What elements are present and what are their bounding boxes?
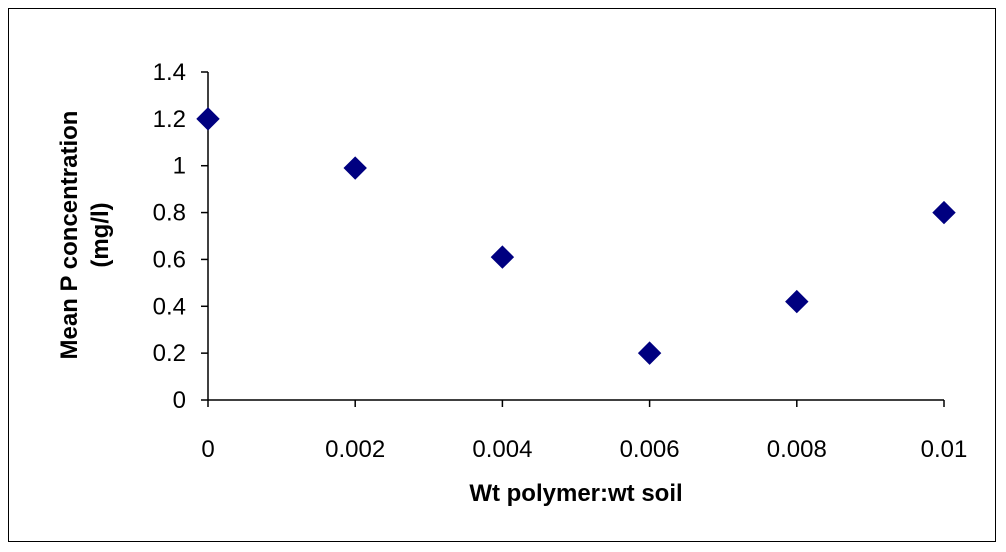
x-tick-labels: 0 0.002 0.004 0.006 0.008 0.01: [201, 436, 967, 463]
data-point: [343, 156, 367, 180]
y-tick-label: 0.8: [153, 200, 186, 227]
data-points: [196, 107, 956, 365]
x-tick-label: 0.004: [472, 436, 532, 463]
y-tick-label: 1.2: [153, 106, 186, 133]
y-tick-labels: 0 0.2 0.4 0.6 0.8 1 1.2 1.4: [153, 59, 186, 414]
y-axis-title-line-1: Mean P concentration: [56, 111, 83, 360]
y-tick-label: 0.6: [153, 246, 186, 273]
y-tick-label: 1: [173, 153, 186, 180]
x-tick-label: 0.008: [767, 436, 827, 463]
y-tick-label: 0.4: [153, 293, 186, 320]
y-tick-label: 1.4: [153, 59, 186, 86]
x-tick-label: 0.006: [620, 436, 680, 463]
y-axis-title-line-2: (mg/l): [87, 202, 114, 267]
chart-frame: [8, 8, 996, 542]
data-point: [785, 289, 809, 314]
data-point: [932, 200, 956, 225]
y-axis-title: Mean P concentration (mg/l): [56, 111, 114, 360]
x-tick-label: 0.002: [325, 436, 385, 463]
y-tick-label: 0: [173, 387, 186, 414]
data-point: [637, 341, 662, 365]
x-tick-label: 0: [201, 436, 214, 463]
y-tick-label: 0.2: [153, 340, 186, 367]
data-point: [490, 245, 515, 269]
data-point: [196, 107, 220, 131]
axes: [201, 71, 945, 407]
x-axis-title: Wt polymer:wt soil: [469, 480, 682, 507]
x-tick-label: 0.01: [921, 436, 968, 463]
